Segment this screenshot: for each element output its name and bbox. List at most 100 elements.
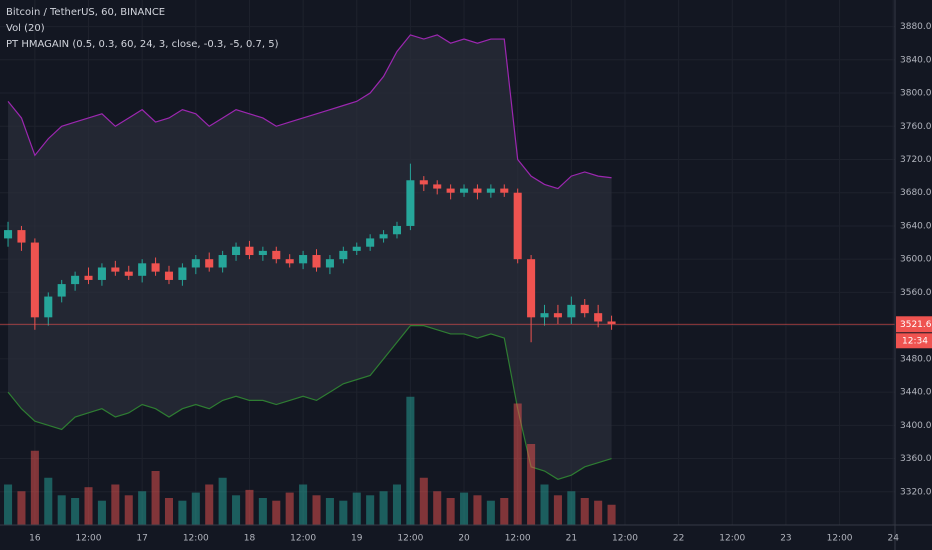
volume-bar — [433, 491, 442, 525]
candle-body — [285, 259, 294, 264]
volume-bar — [352, 492, 361, 525]
x-tick-label: 22 — [673, 534, 684, 544]
volume-bar — [232, 495, 241, 525]
candle-body — [30, 242, 39, 318]
y-tick-label: 3440.00 — [900, 388, 932, 398]
countdown-label: 12:34 — [902, 336, 928, 346]
volume-bar — [84, 487, 93, 525]
x-tick-label: 21 — [566, 534, 577, 544]
volume-bar — [164, 498, 174, 525]
candle-body — [486, 188, 495, 193]
volume-bar — [406, 396, 415, 525]
volume-bar — [392, 484, 402, 525]
volume-bar — [17, 491, 26, 525]
candle-body — [460, 188, 469, 193]
volume-bar — [205, 484, 214, 525]
x-tick-label: 24 — [887, 534, 899, 544]
y-tick-label: 3640.00 — [900, 221, 932, 231]
volume-bar — [339, 500, 348, 525]
candle-body — [325, 259, 334, 268]
candle-body — [4, 230, 13, 239]
volume-bar — [4, 484, 13, 525]
candle-body — [299, 255, 308, 264]
x-tick-label: 12:00 — [505, 534, 531, 544]
x-tick-label: 19 — [351, 534, 363, 544]
x-tick-label: 12:00 — [827, 534, 853, 544]
y-tick-label: 3680.00 — [900, 188, 932, 198]
candle-body — [339, 250, 348, 260]
candle-body — [607, 321, 616, 324]
x-tick-label: 12:00 — [76, 534, 102, 544]
y-tick-label: 3360.00 — [900, 454, 932, 464]
candle-body — [553, 313, 562, 318]
candle-body — [44, 296, 53, 318]
candle-body — [57, 284, 66, 297]
x-tick-label: 20 — [458, 534, 470, 544]
volume-bar — [97, 500, 106, 525]
candle-body — [97, 267, 106, 280]
candle-body — [138, 263, 147, 276]
volume-bar — [460, 492, 469, 525]
indicator-label: PT HMAGAIN (0.5, 0.3, 60, 24, 3, close, … — [6, 39, 279, 50]
x-tick-label: 18 — [244, 534, 256, 544]
lower-band — [7, 325, 612, 480]
volume-bar — [580, 498, 589, 525]
x-tick-label: 23 — [780, 534, 791, 544]
candle-body — [124, 271, 133, 276]
y-tick-label: 3480.00 — [900, 354, 932, 364]
volume-bar — [258, 498, 267, 525]
last-price-box — [896, 316, 932, 333]
candle-body — [513, 192, 522, 260]
candle-body — [580, 304, 589, 314]
y-tick-label: 3800.00 — [900, 89, 932, 99]
candle-body — [178, 267, 187, 280]
x-tick-label: 12:00 — [183, 534, 209, 544]
volume-bar — [245, 489, 254, 525]
volume-bar — [419, 477, 428, 525]
volume-bar — [379, 491, 388, 525]
candle-body — [272, 250, 281, 260]
volume-bar — [71, 498, 80, 525]
candle-body — [151, 263, 160, 272]
candle-body — [84, 275, 93, 280]
volume-bar — [191, 492, 200, 525]
x-tick-label: 16 — [29, 534, 41, 544]
volume-bar — [138, 491, 147, 525]
volume-bar — [124, 495, 133, 525]
volume-bar — [366, 495, 375, 525]
candle-body — [419, 180, 428, 185]
volume-bar — [325, 498, 334, 525]
candle-body — [232, 246, 241, 256]
y-tick-label: 3720.00 — [900, 155, 932, 165]
volume-bar — [527, 444, 536, 525]
volume-bar — [540, 484, 549, 525]
upper-band — [7, 34, 612, 190]
volume-bar — [44, 477, 53, 525]
x-tick-label: 12:00 — [397, 534, 423, 544]
candle-body — [433, 184, 442, 189]
volume-bar — [272, 500, 281, 525]
candle-body — [567, 304, 576, 318]
y-tick-label: 3400.00 — [900, 421, 932, 431]
candle-body — [205, 259, 214, 268]
plot-area — [0, 0, 895, 525]
candle-body — [245, 246, 254, 256]
volume-bar — [299, 484, 308, 525]
volume-bar — [607, 504, 616, 525]
x-tick-label: 12:00 — [612, 534, 638, 544]
x-tick-label: 17 — [136, 534, 147, 544]
candle-body — [111, 267, 120, 272]
y-tick-label: 3600.00 — [900, 255, 932, 265]
indicator-label: Vol (20) — [6, 23, 45, 34]
candle-body — [446, 188, 455, 193]
volume-bar — [151, 471, 160, 525]
volume-bar — [111, 484, 120, 525]
candle-body — [218, 255, 227, 268]
volume-bar — [500, 498, 509, 525]
candle-body — [366, 238, 375, 247]
y-tick-label: 3880.00 — [900, 22, 932, 32]
volume-bar — [513, 403, 522, 525]
candle-body — [17, 230, 26, 243]
candle-body — [258, 250, 267, 256]
